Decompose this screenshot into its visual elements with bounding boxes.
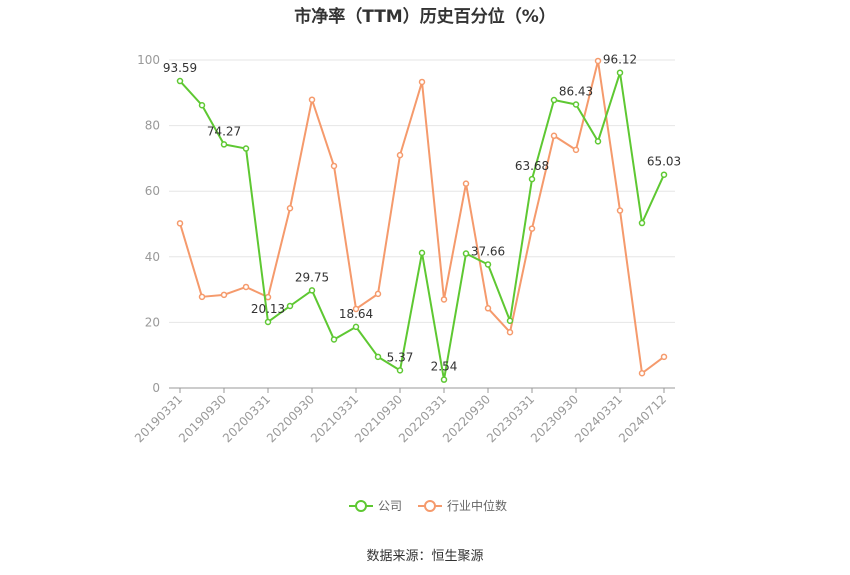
data-point [220,141,228,148]
legend-item-0: 公司 [349,499,402,513]
data-point [572,101,580,108]
data-point [396,367,404,374]
data-point [198,102,206,109]
data-point [594,138,602,145]
data-point [550,132,558,140]
data-point [264,318,272,326]
data-label: 96.12 [603,53,637,67]
data-point [616,207,624,214]
data-point [242,283,250,291]
data-point [308,287,316,294]
data-point [484,261,492,268]
data-point [506,328,514,336]
data-point [462,180,470,187]
data-label: 86.43 [559,85,593,99]
legend-marker [424,500,436,512]
data-label: 2.54 [431,360,458,374]
data-point [418,249,426,257]
data-label: 20.13 [251,302,285,316]
grid [169,59,675,323]
data-point [440,376,448,383]
data-point [638,219,646,227]
data-labels: 93.59 74.27 20.13 29.75 18.64 5.37 2.54 37.66 63… [163,53,681,374]
data-point [528,175,536,183]
data-point [374,290,382,298]
data-point [506,317,514,325]
y-tick-label: 40 [145,250,160,264]
data-point [462,250,470,257]
data-point [440,296,448,303]
data-point [220,291,228,299]
chart-title: 市净率（TTM）历史百分位（%） [294,7,556,27]
data-point [660,353,668,361]
data-point [242,145,250,152]
data-point [594,57,602,65]
data-point [308,96,316,103]
data-label: 63.68 [515,159,549,173]
data-point [286,205,294,212]
source-note: 数据来源：恒生聚源 [366,549,484,564]
y-tick-label: 100 [137,53,160,67]
data-point [374,353,382,361]
data-point [484,305,492,312]
data-point [572,146,580,154]
series-line-0 [179,71,665,381]
y-tick-label: 0 [152,381,160,395]
data-point [352,323,360,331]
data-point [352,305,360,313]
y-tick-label: 80 [145,119,160,133]
legend-marker [355,500,367,512]
legend: 公司 行业中位数 [349,498,507,513]
data-label: 18.64 [339,307,373,321]
y-tick-label: 20 [145,315,160,329]
data-label: 37.66 [471,244,505,258]
data-label: 93.59 [163,61,197,75]
data-point [550,96,558,104]
legend-label: 公司 [378,499,402,513]
data-label: 74.27 [207,124,241,138]
data-point [198,293,206,301]
data-point [176,77,184,85]
data-label: 29.75 [295,270,329,284]
data-point [264,293,272,301]
x-tick-label: 20240712 [616,392,669,445]
data-point [330,162,338,170]
data-point [396,151,404,159]
data-point [176,220,184,227]
data-point [660,171,668,178]
data-point [528,225,536,232]
legend-item-1: 行业中位数 [418,498,507,513]
data-point [638,369,646,377]
data-point [616,69,624,76]
data-point [286,302,294,310]
data-label: 65.03 [647,155,681,169]
data-point [418,78,426,86]
series-lines [176,57,668,383]
data-label: 5.37 [387,350,414,364]
series-line-1 [179,59,665,375]
legend-label: 行业中位数 [447,498,507,513]
y-tick-label: 60 [145,184,160,198]
axes: 0204060801002019033120190930202003312020… [132,53,675,445]
data-point [330,336,338,343]
